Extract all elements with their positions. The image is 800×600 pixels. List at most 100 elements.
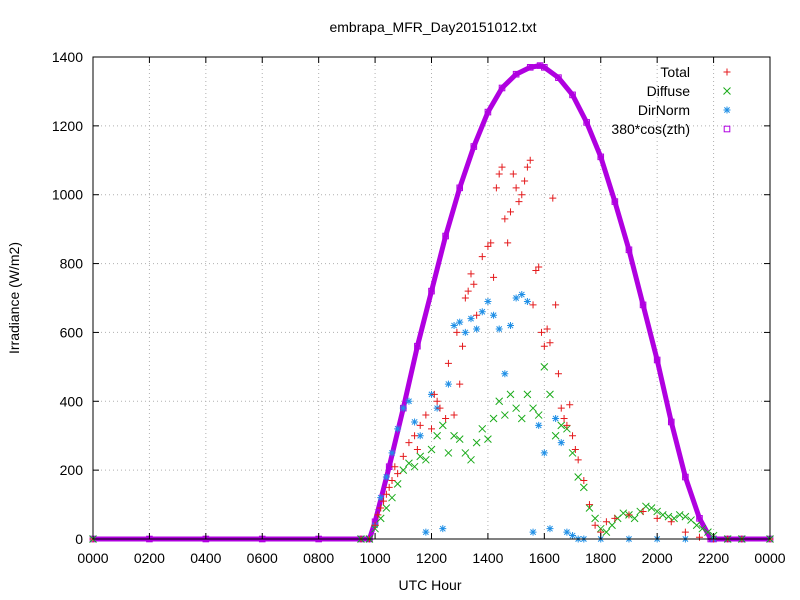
data-point xyxy=(625,246,633,254)
data-point xyxy=(450,411,458,419)
data-point xyxy=(571,445,579,453)
data-point xyxy=(540,363,549,371)
legend-label: Total xyxy=(660,64,690,80)
data-point xyxy=(681,512,690,521)
data-point xyxy=(591,521,599,529)
data-point xyxy=(498,84,506,92)
data-point xyxy=(495,397,504,406)
data-point xyxy=(478,308,486,316)
data-point xyxy=(523,390,532,399)
data-point xyxy=(557,404,565,412)
data-point xyxy=(433,431,441,440)
data-point xyxy=(478,253,486,261)
data-point xyxy=(478,424,487,433)
data-point xyxy=(534,411,543,419)
data-point xyxy=(538,328,546,336)
data-point xyxy=(382,504,391,512)
data-point xyxy=(391,463,399,471)
data-point xyxy=(374,511,382,519)
data-point xyxy=(470,280,478,288)
data-point xyxy=(506,208,514,216)
y-tick-label: 1200 xyxy=(52,118,83,134)
data-point xyxy=(692,521,701,530)
data-point xyxy=(484,108,492,116)
data-point xyxy=(563,528,571,536)
data-point xyxy=(444,449,453,457)
data-point xyxy=(430,390,438,398)
data-point xyxy=(569,532,577,540)
data-point xyxy=(552,415,560,422)
data-point xyxy=(444,359,452,367)
data-point xyxy=(422,411,430,419)
data-point xyxy=(422,455,430,464)
data-point xyxy=(461,449,470,457)
data-point xyxy=(675,511,684,519)
y-tick-label: 1400 xyxy=(52,49,83,65)
data-point xyxy=(473,325,481,333)
data-point xyxy=(608,521,616,530)
x-axis-label: UTC Hour xyxy=(398,577,461,593)
x-tick-label: 1000 xyxy=(360,550,391,566)
data-point xyxy=(388,449,396,457)
data-point xyxy=(529,404,537,413)
data-point xyxy=(393,480,402,488)
data-point xyxy=(453,328,461,336)
data-point xyxy=(639,507,647,515)
data-point xyxy=(470,143,478,150)
data-point xyxy=(450,431,458,440)
data-point xyxy=(540,342,548,350)
data-point xyxy=(405,397,413,405)
data-point xyxy=(551,431,560,440)
data-point xyxy=(611,198,619,205)
data-point xyxy=(380,497,388,505)
data-point xyxy=(509,170,517,178)
data-point xyxy=(543,325,551,333)
data-point xyxy=(583,119,590,126)
data-point xyxy=(523,297,531,305)
data-point xyxy=(574,473,583,481)
data-point xyxy=(541,64,548,71)
data-point xyxy=(484,435,492,444)
legend-marker xyxy=(723,125,731,133)
legend-marker xyxy=(723,106,731,114)
data-point xyxy=(557,421,566,430)
data-point xyxy=(518,191,526,199)
data-point xyxy=(410,462,419,471)
data-point xyxy=(377,494,385,502)
data-point xyxy=(540,449,548,457)
x-tick-label: 1800 xyxy=(585,550,616,566)
data-point xyxy=(566,401,574,409)
data-point xyxy=(428,287,435,295)
data-point xyxy=(696,515,703,522)
data-point xyxy=(411,432,419,440)
data-point xyxy=(546,339,554,347)
x-tick-label: 0600 xyxy=(247,550,278,566)
chart-title: embrapa_MFR_Day20151012.txt xyxy=(329,19,536,35)
data-point xyxy=(647,504,656,512)
data-point xyxy=(439,525,447,533)
data-point xyxy=(546,525,554,533)
legend-label: DirNorm xyxy=(638,102,690,118)
data-point xyxy=(681,528,689,536)
data-point xyxy=(521,177,529,185)
data-point xyxy=(436,404,444,412)
data-point xyxy=(371,521,379,529)
data-point xyxy=(456,380,464,388)
data-point xyxy=(549,194,557,202)
data-point xyxy=(695,533,703,541)
series-cross xyxy=(89,363,774,543)
data-point xyxy=(591,514,599,523)
data-point xyxy=(399,452,407,460)
data-point xyxy=(461,294,469,302)
data-point xyxy=(382,490,390,498)
data-point xyxy=(611,514,619,522)
y-tick-label: 1000 xyxy=(52,187,83,203)
data-point xyxy=(625,511,633,519)
data-point xyxy=(405,459,413,468)
data-point xyxy=(411,418,419,426)
data-point xyxy=(506,322,514,330)
data-point xyxy=(535,263,543,271)
x-tick-label: 1400 xyxy=(472,550,503,566)
data-point xyxy=(658,511,667,519)
